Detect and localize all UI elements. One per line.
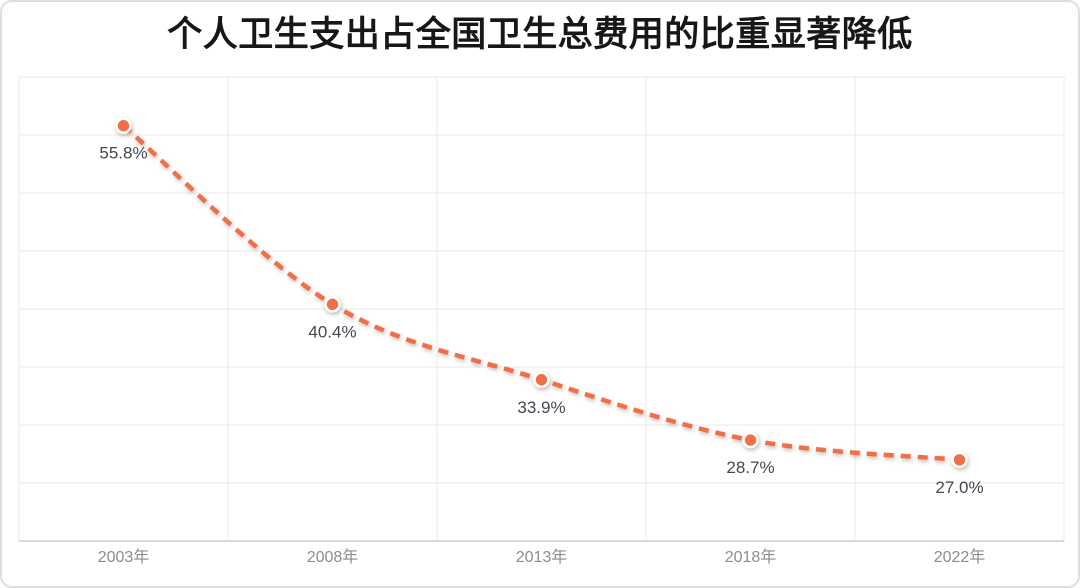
data-point-marker xyxy=(324,296,341,313)
x-tick-label: 2013年 xyxy=(516,548,568,566)
chart-title: 个人卫生支出占全国卫生总费用的比重显著降低 xyxy=(167,15,913,54)
data-point-marker xyxy=(951,451,968,469)
data-label: 28.7% xyxy=(726,458,774,477)
x-tick-label: 2018年 xyxy=(725,548,777,566)
x-tick-label: 2008年 xyxy=(307,548,359,566)
x-tick-label: 2022年 xyxy=(934,548,986,566)
data-label: 27.0% xyxy=(935,478,983,497)
series-group xyxy=(115,117,968,469)
data-point-marker xyxy=(533,371,550,389)
data-point-marker xyxy=(742,431,759,449)
data-label: 55.8% xyxy=(99,144,147,163)
data-point-marker xyxy=(115,117,132,135)
data-label: 40.4% xyxy=(308,322,356,341)
data-label: 33.9% xyxy=(517,398,565,417)
x-tick-label: 2003年 xyxy=(98,548,150,566)
